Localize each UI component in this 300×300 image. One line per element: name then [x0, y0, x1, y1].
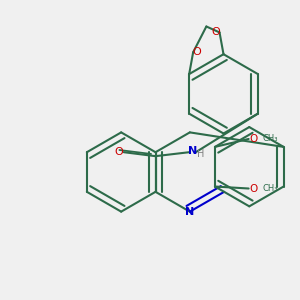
Text: H: H	[196, 149, 204, 159]
Text: N: N	[188, 146, 197, 156]
Text: O: O	[249, 184, 257, 194]
Text: O: O	[114, 147, 123, 157]
Text: CH₃: CH₃	[263, 184, 278, 193]
Text: N: N	[185, 207, 194, 217]
Text: O: O	[212, 27, 220, 38]
Text: CH₃: CH₃	[263, 134, 278, 143]
Text: O: O	[192, 47, 201, 57]
Text: O: O	[249, 134, 257, 144]
